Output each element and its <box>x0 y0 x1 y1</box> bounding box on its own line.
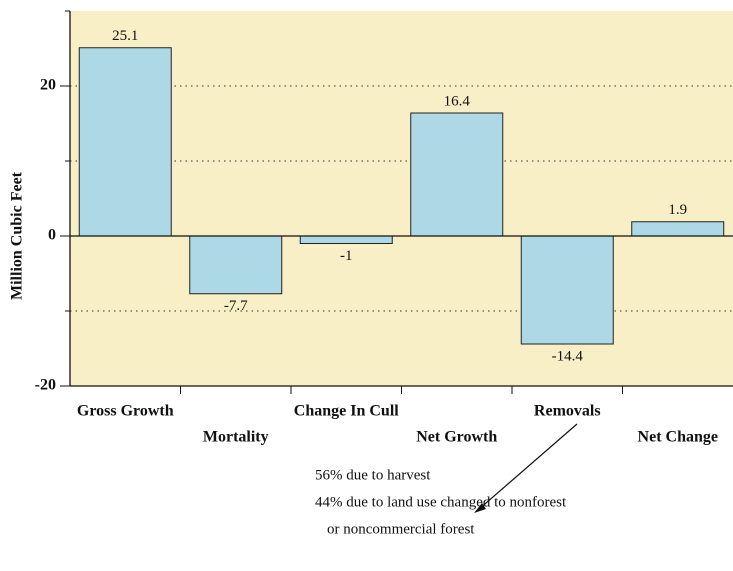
value-label: -7.7 <box>224 298 248 314</box>
value-label: -14.4 <box>552 348 584 364</box>
bar <box>78 47 172 237</box>
arrow-head <box>474 503 486 513</box>
value-label: -1 <box>340 248 353 264</box>
bar <box>410 112 504 237</box>
x-tick-label: Removals <box>534 403 601 420</box>
x-tick-label: Change In Cull <box>294 403 399 420</box>
bar <box>189 235 283 295</box>
x-tick-label: Net Growth <box>416 429 497 446</box>
value-label: 16.4 <box>444 93 471 109</box>
bar <box>520 235 614 345</box>
y-tick-label: -20 <box>35 377 56 394</box>
plot-background <box>70 11 733 386</box>
annotation: 56% due to harvest <box>315 467 431 483</box>
y-tick-label: 20 <box>40 77 56 94</box>
y-tick-label: 0 <box>48 227 56 244</box>
y-axis-label: Million Cubic Feet <box>9 171 26 300</box>
x-tick-label: Net Change <box>638 429 718 446</box>
arrow <box>477 423 578 511</box>
x-tick-label: Mortality <box>203 429 269 446</box>
bar <box>631 221 725 237</box>
value-label: 25.1 <box>112 28 138 44</box>
bar <box>299 235 393 244</box>
value-label: 1.9 <box>668 202 687 218</box>
x-tick-label: Gross Growth <box>77 403 174 420</box>
annotation: or noncommercial forest <box>327 521 475 537</box>
annotation: 44% due to land use changed to nonforest <box>315 494 567 510</box>
